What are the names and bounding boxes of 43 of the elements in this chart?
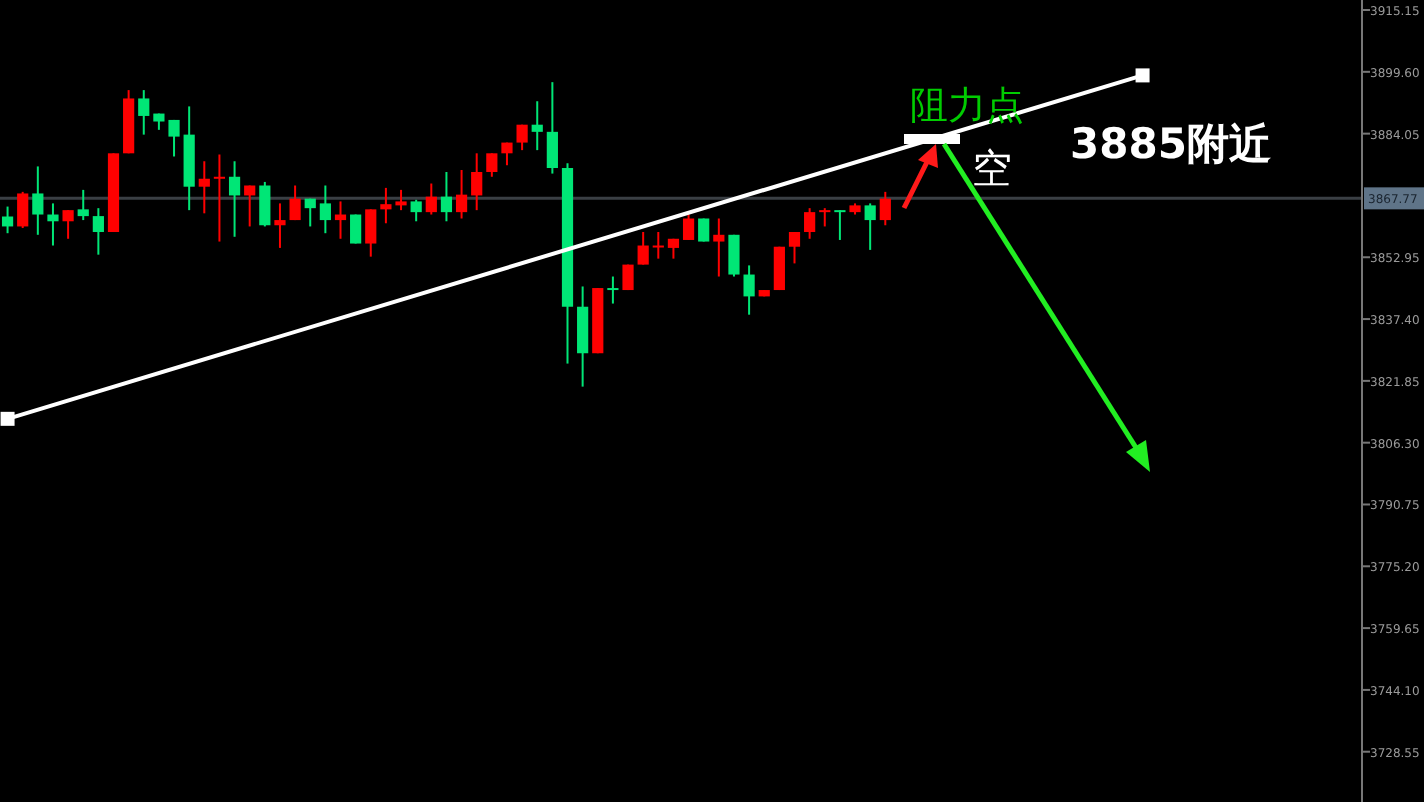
candlestick [804,207,816,240]
candlestick [698,217,710,243]
candlestick [47,202,59,247]
candlestick [637,231,649,266]
candlestick [259,180,271,228]
candlestick [425,182,437,216]
candlestick [577,285,589,388]
candlestick [728,233,740,278]
candlestick [138,89,150,136]
candlestick [274,202,286,249]
candlestick [819,207,831,228]
candlestick [713,217,725,278]
candlestick [32,165,44,236]
candlestick [304,197,316,228]
annotation: 空 [972,144,1012,192]
candlestick [92,207,104,256]
candlestick [682,213,695,241]
candlestick [486,152,498,178]
candlestick [652,231,664,260]
candlestick [455,169,468,220]
candlestick [213,153,226,243]
candlestick [864,202,876,251]
candlestick [319,184,331,235]
candlestick [365,208,377,258]
candlestick [62,209,74,240]
candlestick [440,170,453,223]
candlestick [743,264,755,316]
candlestick [17,190,29,230]
candlestick [77,188,89,222]
candlestick [531,100,543,152]
candlestick [788,231,801,265]
annotation: 3885附近 [1070,120,1271,168]
candlestick [198,160,210,215]
candlestick [228,160,241,238]
candlestick [471,152,483,212]
candlestick [607,275,619,305]
candlestick [834,209,846,241]
candlestick [879,190,891,227]
candlestick [350,213,362,245]
candlestick [410,198,422,223]
candlestick [516,123,528,152]
candlestick [546,81,558,175]
candlestick [289,184,301,222]
